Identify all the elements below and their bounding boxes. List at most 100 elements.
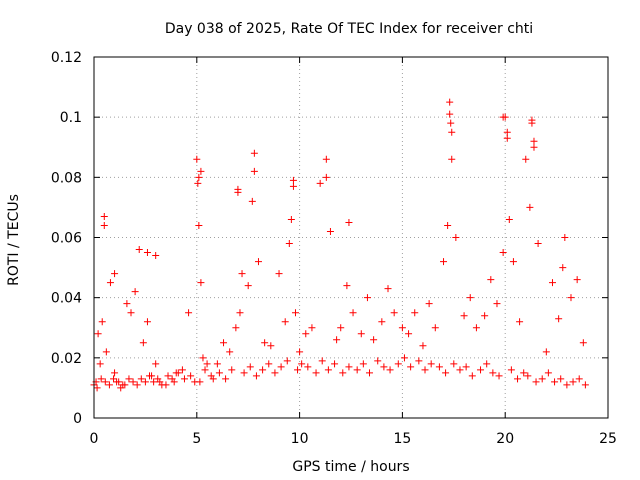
data-point — [337, 324, 345, 332]
data-point — [493, 300, 501, 308]
data-point — [440, 258, 448, 266]
y-tick-label: 0.12 — [51, 50, 82, 66]
data-point — [199, 354, 207, 362]
data-point — [296, 348, 304, 356]
data-point — [345, 218, 353, 226]
axis-ticks: 0 0.02 0.04 0.06 0.08 0.1 0.12 0 5 10 15 20 25 — [51, 50, 617, 447]
data-point — [197, 279, 205, 287]
data-point — [246, 363, 254, 371]
data-point — [448, 155, 456, 163]
data-point — [96, 360, 104, 368]
data-point — [215, 369, 223, 377]
data-point — [228, 366, 236, 374]
data-point — [538, 375, 546, 383]
data-point — [125, 375, 133, 383]
data-point — [250, 149, 258, 157]
data-point — [222, 375, 230, 383]
data-point — [254, 258, 262, 266]
data-point — [141, 378, 149, 386]
data-point — [345, 363, 353, 371]
data-point — [137, 375, 145, 383]
data-point — [102, 348, 110, 356]
data-point — [374, 357, 382, 365]
data-point — [111, 270, 119, 278]
data-point — [456, 366, 464, 374]
data-point — [131, 288, 139, 296]
data-point — [259, 366, 267, 374]
data-point — [308, 324, 316, 332]
data-point — [544, 369, 552, 377]
data-point — [505, 215, 513, 223]
data-point — [298, 360, 306, 368]
data-point — [318, 357, 326, 365]
data-point — [267, 342, 275, 350]
data-point — [333, 336, 341, 344]
data-point — [415, 357, 423, 365]
data-point — [113, 378, 121, 386]
data-point — [150, 378, 158, 386]
data-point — [123, 300, 131, 308]
data-point — [548, 279, 556, 287]
data-point — [100, 212, 108, 220]
data-point — [100, 221, 108, 229]
data-point — [232, 324, 240, 332]
data-point — [170, 378, 178, 386]
data-point — [534, 240, 542, 248]
y-tick-label: 0 — [73, 411, 82, 427]
data-point — [516, 318, 524, 326]
data-point — [331, 360, 339, 368]
data-point — [343, 282, 351, 290]
data-point — [522, 155, 530, 163]
data-point — [349, 309, 357, 317]
data-point — [236, 309, 244, 317]
data-point — [378, 318, 386, 326]
data-point — [213, 360, 221, 368]
data-point — [507, 366, 515, 374]
data-point — [575, 375, 583, 383]
data-point — [394, 360, 402, 368]
data-point — [561, 234, 569, 241]
data-point — [450, 360, 458, 368]
data-point — [94, 330, 102, 338]
y-tick-label: 0.08 — [51, 170, 82, 186]
x-tick-label: 20 — [496, 431, 514, 447]
data-point — [435, 363, 443, 371]
data-point — [294, 366, 302, 374]
data-point — [194, 179, 202, 187]
data-point — [353, 366, 361, 374]
data-point — [152, 360, 160, 368]
data-point — [101, 378, 109, 386]
data-point — [133, 381, 141, 389]
data-point — [569, 378, 577, 386]
data-point — [197, 167, 205, 175]
data-point — [164, 372, 172, 380]
data-point — [252, 372, 260, 380]
data-point — [421, 366, 429, 374]
data-point — [442, 369, 450, 377]
data-point — [326, 227, 334, 235]
data-point — [180, 375, 188, 383]
data-point — [195, 173, 203, 181]
data-point — [146, 372, 154, 380]
data-point — [220, 339, 228, 347]
data-point — [339, 369, 347, 377]
data-point — [158, 381, 166, 389]
data-point — [489, 369, 497, 377]
data-point — [573, 276, 581, 284]
data-point — [135, 246, 143, 254]
data-point — [425, 300, 433, 308]
y-tick-label: 0.06 — [51, 231, 82, 247]
data-point — [530, 137, 538, 145]
data-point — [240, 369, 248, 377]
data-point — [195, 221, 203, 229]
data-point — [581, 381, 589, 389]
data-point — [370, 336, 378, 344]
data-point — [261, 339, 269, 347]
data-point — [477, 366, 485, 374]
data-point — [503, 134, 511, 142]
data-point — [201, 366, 209, 374]
data-point — [528, 116, 536, 124]
data-point — [178, 366, 186, 374]
data-point — [244, 282, 252, 290]
data-point — [390, 309, 398, 317]
